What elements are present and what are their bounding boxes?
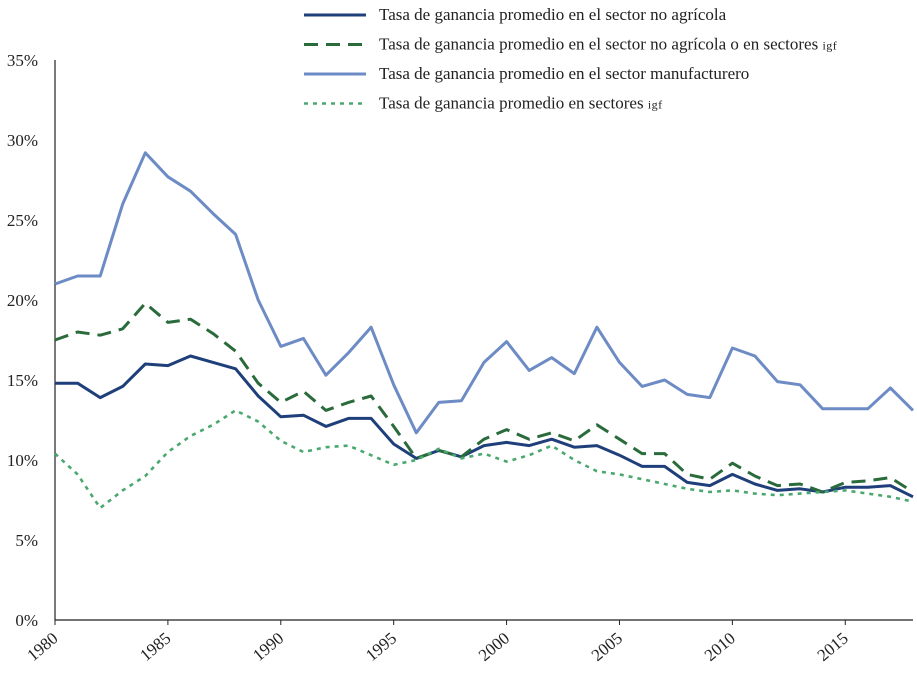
series-line-3 xyxy=(54,151,915,435)
x-tick-label: 2005 xyxy=(588,629,626,665)
legend-label: Tasa de ganancia promedio en sectores ig… xyxy=(379,94,663,113)
legend-item-4: Tasa de ganancia promedio en sectores ig… xyxy=(304,94,663,113)
legend-label-main: Tasa de ganancia promedio en sectores xyxy=(379,94,648,113)
axes xyxy=(54,60,913,621)
series-lines xyxy=(54,151,915,510)
legend-item-2: Tasa de ganancia promedio en el sector n… xyxy=(304,35,837,54)
y-tick-label: 15% xyxy=(7,371,38,390)
legend-label-smallcaps: igf xyxy=(822,39,837,53)
y-tick-label: 20% xyxy=(7,291,38,310)
x-axis-ticks: 1980 1985 1990 1995 2000 2005 2010 2015 xyxy=(23,620,852,665)
x-tick-label: 1995 xyxy=(362,629,400,665)
legend: Tasa de ganancia promedio en el sector n… xyxy=(304,5,837,113)
legend-label: Tasa de ganancia promedio en el sector n… xyxy=(379,35,837,54)
series-line-1 xyxy=(55,354,914,499)
y-tick-label: 10% xyxy=(7,451,38,470)
y-tick-label: 5% xyxy=(15,531,38,550)
x-tick-label: 1990 xyxy=(249,629,287,665)
x-tick-label: 2015 xyxy=(814,629,852,665)
y-tick-label: 0% xyxy=(15,611,38,630)
x-tick-label: 1980 xyxy=(23,629,61,665)
legend-item-3: Tasa de ganancia promedio en el sector m… xyxy=(304,64,749,83)
x-tick-label: 2010 xyxy=(701,629,739,665)
legend-label: Tasa de ganancia promedio en el sector n… xyxy=(379,5,727,24)
x-tick-label: 2000 xyxy=(475,629,513,665)
series-line-4 xyxy=(54,409,914,510)
y-axis-ticks: 0% 5% 10% 15% 20% 25% 30% 35% xyxy=(7,51,38,630)
legend-item-1: Tasa de ganancia promedio en el sector n… xyxy=(304,5,727,24)
legend-label: Tasa de ganancia promedio en el sector m… xyxy=(379,64,749,83)
y-tick-label: 35% xyxy=(7,51,38,70)
legend-label-smallcaps: igf xyxy=(648,98,663,112)
x-tick-label: 1985 xyxy=(136,629,174,665)
legend-label-main: Tasa de ganancia promedio en el sector n… xyxy=(379,35,822,54)
legend-label-main: Tasa de ganancia promedio en el sector n… xyxy=(379,5,727,24)
y-tick-label: 25% xyxy=(7,211,38,230)
y-tick-label: 30% xyxy=(7,131,38,150)
legend-label-main: Tasa de ganancia promedio en el sector m… xyxy=(379,64,749,83)
series-line-2 xyxy=(54,301,914,494)
